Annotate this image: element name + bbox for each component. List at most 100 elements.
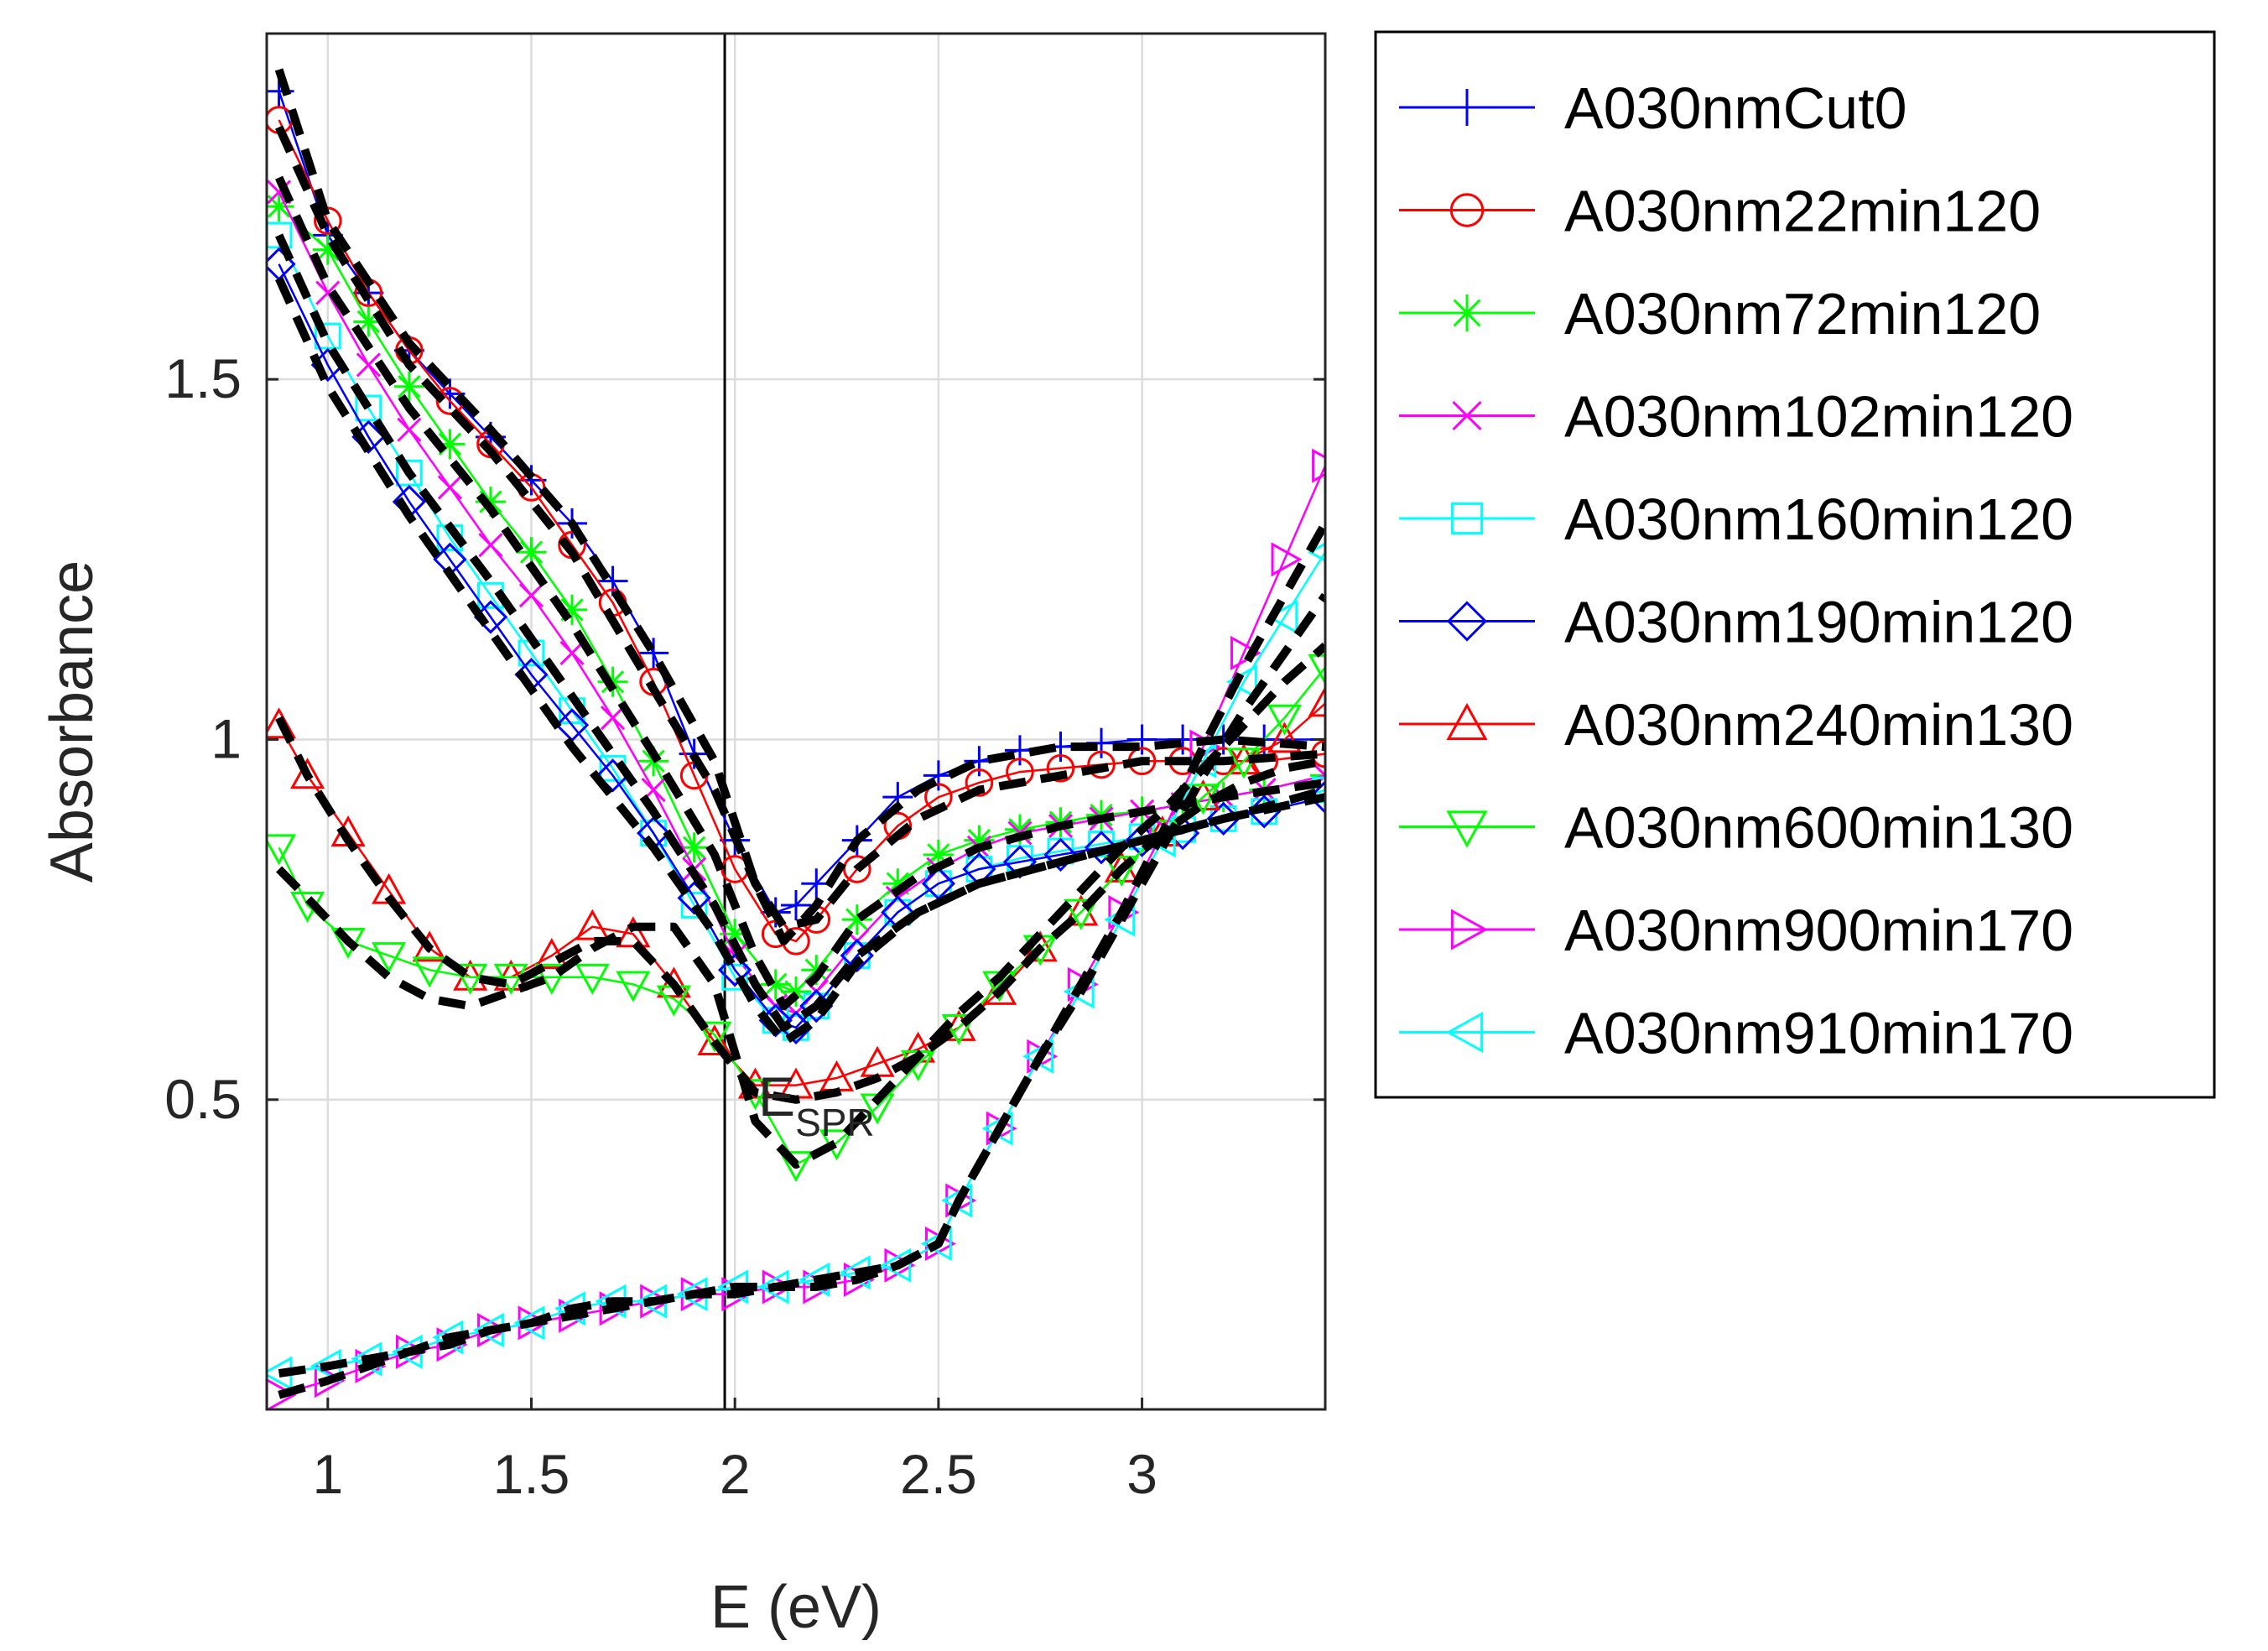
legend-item[interactable]: A030nm102min120	[1399, 384, 2073, 450]
data-point-marker	[1450, 502, 1484, 535]
legend-label: A030nm910min170	[1564, 1001, 2073, 1066]
data-point-marker	[1064, 894, 1099, 926]
legend-label: A030nm160min120	[1564, 487, 2073, 552]
data-point-marker	[475, 487, 506, 518]
data-point-marker	[1064, 898, 1099, 930]
data-point-marker	[267, 834, 297, 866]
data-point-marker	[559, 640, 585, 665]
data-point-marker	[920, 1226, 952, 1262]
data-point-marker	[965, 768, 994, 797]
data-point-marker	[516, 537, 547, 568]
data-point-marker	[575, 963, 610, 995]
data-point-marker	[781, 976, 811, 1007]
data-point-marker	[923, 839, 954, 870]
data-point-marker	[557, 594, 588, 625]
y-axis-label: Absorbance	[39, 560, 106, 883]
data-point-marker	[721, 963, 749, 991]
data-point-marker	[434, 429, 466, 460]
data-point-marker	[597, 565, 628, 596]
data-point-marker	[923, 760, 954, 791]
data-point-marker	[1445, 1011, 1484, 1054]
legend-label: A030nm600min130	[1564, 795, 2073, 861]
data-point-marker	[941, 1014, 976, 1046]
data-point-marker	[1225, 664, 1257, 700]
fit-curve	[276, 643, 1325, 1169]
data-point-marker	[1446, 601, 1488, 642]
fit-curve	[278, 592, 1325, 1378]
data-point-marker	[412, 930, 447, 962]
legend-item[interactable]: A030nm600min130	[1399, 795, 2073, 861]
data-point-marker	[1450, 909, 1489, 950]
data-point-marker	[697, 1021, 732, 1053]
legend[interactable]: A030nmCut0 A030nm22min120 A030nm72min120 A0…	[1374, 30, 2216, 1099]
data-point-marker	[1446, 810, 1488, 848]
x-axis-label: E (eV)	[710, 1574, 882, 1641]
data-point-marker	[1271, 542, 1303, 577]
legend-label: A030nm900min170	[1564, 898, 2073, 963]
data-point-marker	[412, 956, 447, 988]
plot-frame	[265, 32, 1327, 1411]
data-point-marker	[397, 417, 422, 442]
data-point-marker	[1230, 635, 1262, 670]
data-point-marker	[718, 953, 752, 987]
y-tick-label: 1	[211, 707, 242, 769]
data-point-marker	[884, 1247, 916, 1283]
data-point-marker	[843, 855, 871, 883]
data-point-marker	[453, 963, 488, 995]
legend-item[interactable]: A030nm900min170	[1399, 898, 2073, 963]
legend-item[interactable]: A030nm910min170	[1399, 1001, 2073, 1066]
data-point-marker	[680, 1277, 712, 1312]
data-point-marker	[1267, 704, 1303, 736]
legend-item[interactable]: A030nm190min120	[1399, 590, 2073, 655]
data-point-marker	[1126, 724, 1157, 755]
data-point-marker	[880, 1247, 912, 1283]
data-point-marker	[841, 904, 872, 935]
data-point-marker	[437, 475, 462, 500]
data-point-marker	[1446, 702, 1488, 741]
data-point-marker	[1312, 448, 1325, 483]
data-point-marker	[1267, 599, 1298, 635]
data-point-marker	[778, 1151, 814, 1183]
legend-item[interactable]: A030nm240min130	[1399, 692, 2073, 758]
fit-curve	[275, 175, 1325, 1011]
data-point-marker	[982, 973, 1017, 1005]
legend-label: A030nm190min120	[1564, 590, 2073, 655]
data-point-marker	[1087, 750, 1116, 779]
data-point-marker	[493, 963, 528, 995]
data-point-marker	[372, 942, 407, 974]
x-tick-label: 1.5	[493, 1443, 570, 1505]
data-point-marker	[314, 1363, 346, 1398]
data-point-marker	[312, 234, 343, 265]
fit-curve	[275, 125, 1325, 931]
data-point-marker	[1307, 542, 1325, 562]
fit-curve	[274, 68, 1325, 945]
fit-curve	[275, 716, 1325, 1104]
data-point-marker	[575, 909, 610, 940]
data-point-marker	[518, 583, 544, 608]
data-point-marker	[353, 306, 384, 337]
data-point-marker	[964, 825, 995, 856]
data-point-marker	[267, 191, 294, 222]
data-point-marker	[882, 868, 913, 899]
data-point-marker	[393, 371, 424, 402]
fit-curve	[275, 233, 1325, 1032]
data-point-marker	[1449, 89, 1485, 126]
legend-item[interactable]: A030nm72min120	[1399, 281, 2041, 346]
x-tick-label: 3	[1126, 1443, 1157, 1505]
data-point-marker	[1004, 814, 1035, 845]
fit-curves	[274, 68, 1325, 1399]
data-point-marker	[638, 638, 669, 669]
legend-label: A030nm102min120	[1564, 384, 2073, 450]
legend-item[interactable]: A030nm160min120	[1399, 487, 2073, 552]
legend-item[interactable]: A030nm22min120	[1399, 179, 2041, 244]
data-point-marker	[680, 892, 708, 919]
legend-label: A030nm240min130	[1564, 692, 2073, 758]
tick-labels: 1 1.5 2 2.5 3 0.5 1 1.5	[164, 347, 1157, 1505]
legend-item[interactable]: A030nmCut0	[1399, 76, 1907, 141]
data-point-marker	[356, 352, 381, 378]
data-point-marker	[478, 533, 503, 558]
x-tick-label: 2.5	[900, 1443, 977, 1505]
data-point-marker	[601, 706, 626, 731]
data-point-marker	[1308, 685, 1325, 717]
